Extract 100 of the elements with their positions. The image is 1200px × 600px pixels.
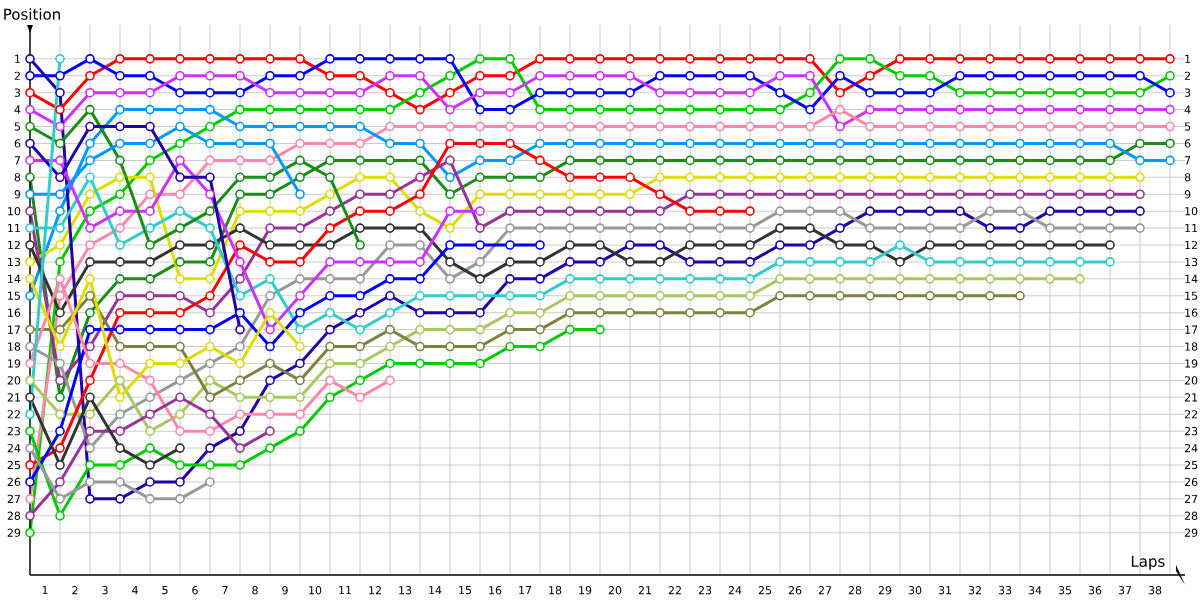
point (835, 138, 845, 149)
point (205, 87, 215, 98)
point (715, 138, 725, 149)
point (205, 443, 215, 453)
y-tick-label: 26 (7, 477, 21, 487)
point (835, 206, 845, 216)
point (655, 172, 665, 183)
point (325, 341, 335, 352)
point (595, 70, 605, 81)
point (85, 206, 95, 216)
point (445, 54, 455, 64)
point (565, 206, 575, 216)
point (715, 223, 725, 233)
point (1045, 240, 1055, 250)
point (685, 138, 695, 149)
y-tick-label: 11 (8, 224, 20, 233)
point (535, 257, 545, 267)
x-axis-title: Laps (1131, 555, 1165, 570)
point (145, 409, 155, 420)
x-tick-label: 2 (72, 586, 78, 595)
point (925, 138, 935, 149)
point (775, 138, 785, 149)
point (1045, 189, 1055, 200)
point (355, 189, 365, 200)
point (505, 307, 515, 318)
y2-tick-label: 25 (1184, 460, 1198, 470)
point (475, 54, 485, 64)
point (385, 307, 395, 318)
point (535, 324, 545, 335)
point (55, 341, 65, 352)
point (835, 87, 845, 98)
point (115, 392, 125, 403)
point (295, 274, 305, 284)
point (25, 527, 35, 538)
point (355, 324, 365, 335)
point (115, 307, 125, 318)
point (685, 307, 695, 318)
point (235, 290, 245, 301)
point (895, 155, 905, 166)
point (1075, 206, 1085, 216)
point (1135, 138, 1145, 149)
point (295, 257, 305, 267)
point (115, 274, 125, 284)
point (1075, 240, 1085, 250)
point (145, 54, 155, 64)
point (565, 290, 575, 301)
point (115, 324, 125, 335)
point (175, 341, 185, 352)
point (1075, 257, 1085, 267)
point (265, 155, 275, 166)
point (235, 70, 245, 81)
point (385, 223, 395, 233)
point (535, 307, 545, 318)
point (505, 172, 515, 183)
point (655, 290, 665, 301)
point (145, 70, 155, 81)
point (205, 121, 215, 132)
point (445, 223, 455, 233)
point (445, 206, 455, 216)
point (505, 240, 515, 250)
point (445, 70, 455, 81)
point (505, 206, 515, 216)
y-tick-label: 21 (7, 393, 20, 402)
y2-tick-label: 2 (1184, 71, 1190, 80)
point (295, 189, 305, 200)
point (985, 274, 995, 284)
point (955, 257, 965, 267)
point (925, 189, 935, 200)
point (565, 223, 575, 233)
point (175, 358, 185, 369)
point (475, 307, 485, 318)
point (205, 358, 215, 369)
point (535, 290, 545, 301)
point (985, 155, 995, 166)
point (175, 155, 185, 166)
point (145, 375, 155, 386)
point (925, 290, 935, 301)
point (85, 358, 95, 369)
point (865, 87, 875, 98)
y-tick-label: 17 (8, 325, 20, 334)
point (235, 121, 245, 132)
point (385, 54, 395, 64)
point (565, 54, 575, 64)
point (265, 257, 275, 267)
point (235, 104, 245, 115)
point (475, 121, 485, 132)
point (385, 87, 395, 98)
point (115, 257, 125, 267)
point (265, 409, 275, 420)
x-tick-label: 5 (162, 586, 168, 595)
y-axis-title: Position (4, 8, 60, 20)
point (55, 460, 65, 470)
point (865, 189, 875, 200)
point (25, 121, 35, 132)
y2-tick-label: 10 (1185, 206, 1198, 216)
point (85, 307, 95, 318)
point (235, 307, 245, 318)
point (265, 172, 275, 183)
point (25, 54, 35, 64)
point (505, 70, 515, 81)
